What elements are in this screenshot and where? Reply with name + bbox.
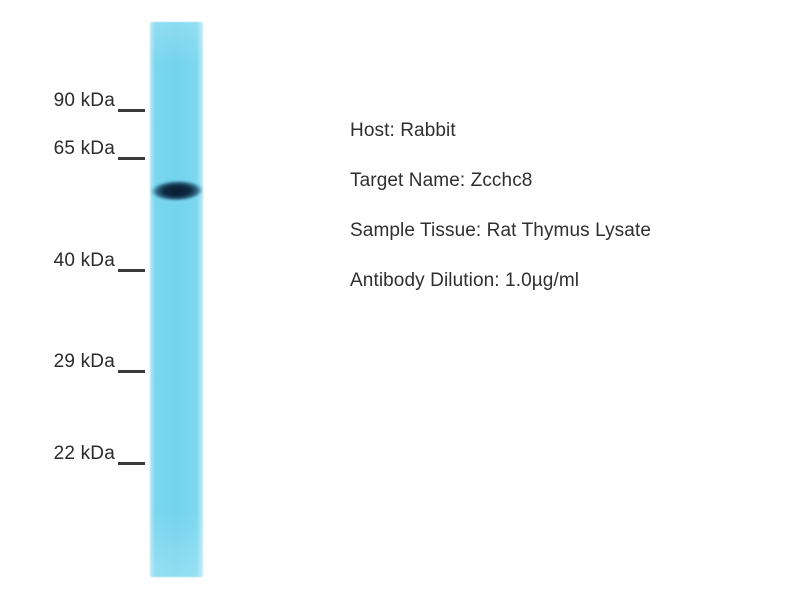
annotation-line: Target Name: Zcchc8 <box>350 170 533 191</box>
marker-tick-icon <box>118 369 145 373</box>
marker-label: 65 kDa <box>53 137 115 159</box>
marker-label: 22 kDa <box>53 442 115 464</box>
marker-label: 90 kDa <box>53 89 115 111</box>
annotation-line: Sample Tissue: Rat Thymus Lysate <box>350 220 651 241</box>
marker-tick-icon <box>118 268 145 272</box>
marker-label: 29 kDa <box>53 350 115 372</box>
annotation-line: Antibody Dilution: 1.0µg/ml <box>350 270 580 291</box>
annotation-block: Host: Rabbit Target Name: Zcchc8 Sample Ti… <box>350 106 800 306</box>
marker-tick-icon <box>118 156 145 160</box>
annotation-line: Host: Rabbit <box>350 120 456 141</box>
marker-tick-icon <box>118 108 145 112</box>
marker-label: 40 kDa <box>53 249 115 271</box>
sample-lane <box>150 22 203 577</box>
marker-tick-icon <box>118 461 145 465</box>
